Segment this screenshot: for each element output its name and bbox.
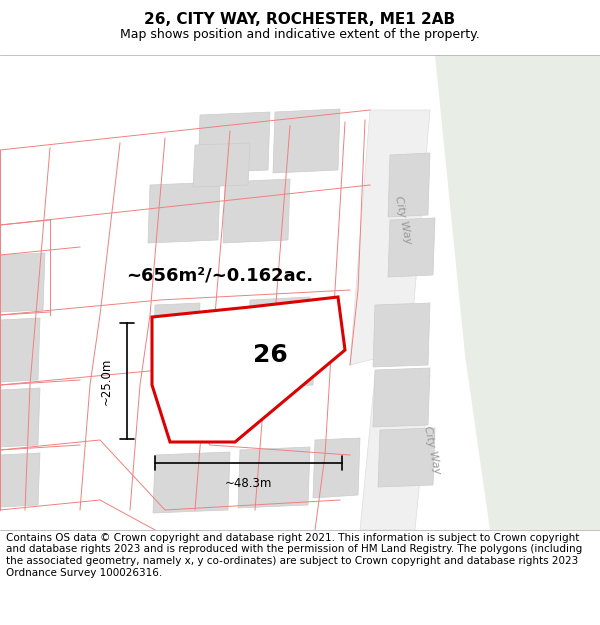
Polygon shape: [148, 182, 220, 243]
Polygon shape: [223, 179, 290, 243]
Polygon shape: [0, 318, 40, 382]
Text: 26, CITY WAY, ROCHESTER, ME1 2AB: 26, CITY WAY, ROCHESTER, ME1 2AB: [145, 12, 455, 27]
Polygon shape: [435, 55, 600, 530]
Polygon shape: [193, 143, 250, 187]
Text: City Way: City Way: [422, 425, 442, 475]
Polygon shape: [0, 453, 40, 507]
Polygon shape: [238, 447, 310, 508]
Polygon shape: [248, 297, 310, 343]
Polygon shape: [360, 375, 430, 530]
Text: Contains OS data © Crown copyright and database right 2021. This information is : Contains OS data © Crown copyright and d…: [6, 533, 582, 578]
Text: ~656m²/~0.162ac.: ~656m²/~0.162ac.: [127, 266, 314, 284]
Polygon shape: [253, 342, 315, 388]
Text: 26: 26: [253, 343, 287, 367]
Polygon shape: [388, 153, 430, 217]
Text: ~25.0m: ~25.0m: [100, 357, 113, 405]
Polygon shape: [350, 110, 430, 365]
Polygon shape: [273, 109, 340, 173]
Polygon shape: [373, 303, 430, 367]
Polygon shape: [313, 438, 360, 498]
Polygon shape: [378, 428, 435, 487]
Polygon shape: [388, 218, 435, 277]
Polygon shape: [198, 112, 270, 173]
Polygon shape: [153, 303, 200, 372]
Polygon shape: [0, 253, 45, 312]
Text: ~48.3m: ~48.3m: [225, 477, 272, 490]
Text: Map shows position and indicative extent of the property.: Map shows position and indicative extent…: [120, 28, 480, 41]
Polygon shape: [373, 368, 430, 427]
Polygon shape: [153, 452, 230, 513]
Polygon shape: [152, 297, 345, 442]
Polygon shape: [0, 388, 40, 447]
Text: City Way: City Way: [393, 195, 413, 245]
